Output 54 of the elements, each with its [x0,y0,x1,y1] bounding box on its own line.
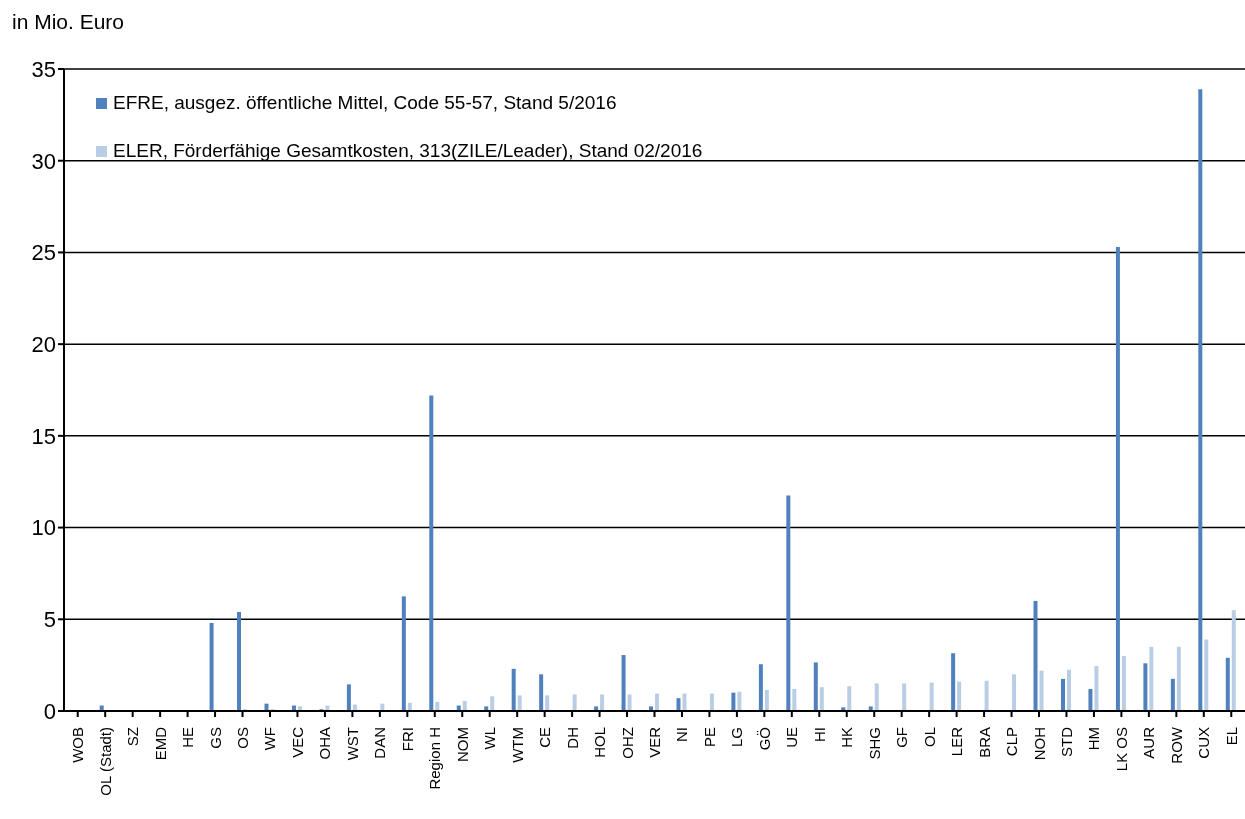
legend-label: EFRE, ausgez. öffentliche Mittel, Code 55-57, Stand 5/2016 [113,92,617,114]
y-tick-label: 15 [31,423,56,449]
x-tick-label: BRA [975,727,993,758]
x-tick-label: OL [920,727,938,748]
x-tick-label: HOL [591,727,609,758]
y-tick-label: 5 [43,607,56,633]
legend-label: ELER, Förderfähige Gesamtkosten, 313(ZILE/Leader), Stand 02/2016 [113,140,703,162]
x-tick-label: PE [700,727,718,748]
y-tick-label: 10 [31,515,56,541]
y-tick-label: 25 [31,240,56,266]
x-tick-label: LK OS [1112,727,1130,772]
x-tick-label: WF [261,727,279,751]
x-tick-label: STD [1057,726,1075,757]
x-tick-label: HM [1085,727,1103,751]
x-tick-label: CLP [1003,727,1021,757]
x-tick-label: NI [673,727,691,742]
x-tick-label: WST [343,727,361,761]
x-tick-label: OHA [316,727,334,760]
x-tick-label: NOH [1030,727,1048,761]
x-tick-label: UE [783,727,801,748]
x-tick-label: FRI [398,727,416,752]
x-tick-label: SZ [124,727,142,747]
x-tick-label: WOB [69,727,87,763]
x-tick-label: HI [810,727,828,742]
x-tick-label: GÖ [755,727,773,751]
x-tick-label: VEC [288,726,306,758]
x-tick-label: LER [948,726,966,757]
x-tick-label: AUR [1140,726,1158,759]
x-tick-label: DAN [371,727,389,759]
x-tick-label: Region H [426,727,444,790]
text: in Mio. Euro [11,9,126,35]
x-tick-label: VER [646,726,663,758]
x-tick-label: NOM [453,727,471,762]
x-tick-label: GS [206,727,224,749]
x-tick-label: LG [728,727,746,748]
y-tick-label: 0 [43,698,56,724]
y-tick-label: 20 [31,331,56,357]
x-tick-label: OHZ [618,727,636,759]
x-tick-label: HK [838,727,856,748]
x-tick-label: SHG [865,727,883,760]
x-tick-label: ROW [1167,726,1185,764]
x-tick-label: WTM [508,727,526,763]
x-tick-label: EMD [151,726,169,761]
x-tick-label: OL (Stadt) [96,727,114,796]
x-tick-label: DH [563,727,581,749]
x-tick-label: GF [893,727,911,748]
x-tick-label: OS [234,727,252,749]
x-tick-label: HE [179,727,197,748]
x-tick-label: EL [1222,727,1240,746]
y-tick-label: 30 [31,148,56,174]
x-tick-label: CUX [1195,727,1213,759]
y-tick-label: 35 [31,56,56,82]
x-tick-label: WL [481,727,499,750]
x-tick-label: CE [536,727,554,748]
